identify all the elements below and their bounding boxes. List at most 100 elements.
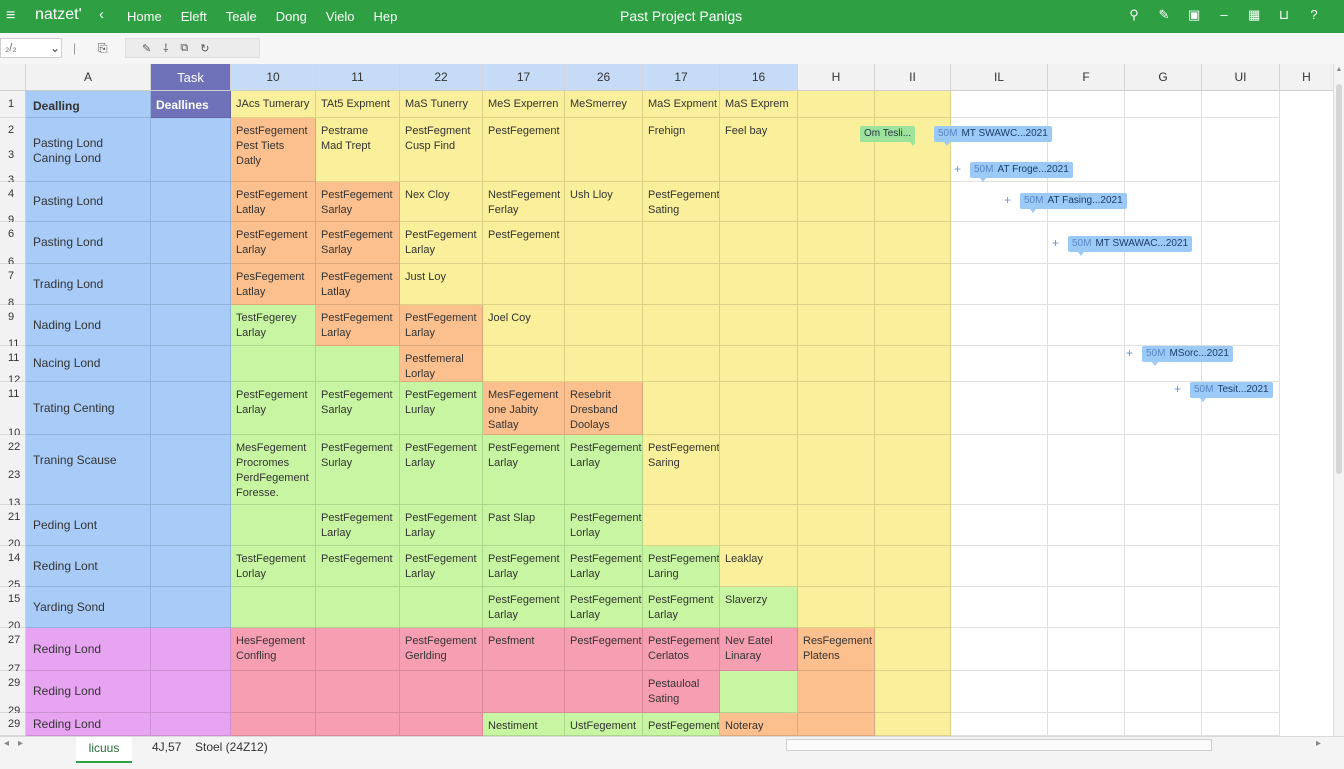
column-header[interactable]: Task [151,64,231,91]
grid-cell[interactable] [565,671,643,713]
grid-cell[interactable] [1048,671,1125,713]
grid-cell[interactable] [316,713,400,736]
grid-cell[interactable]: PestFegement Larlay [565,546,643,587]
task-cell[interactable] [151,713,231,736]
grid-cell[interactable] [231,587,316,628]
timeline-flag[interactable]: 50M MT SWAWC...2021 [934,126,1052,142]
grid-cell[interactable] [1202,713,1280,736]
grid-cell[interactable] [400,671,483,713]
grid-cell[interactable]: PestFegement Lurlay [400,382,483,435]
grid-cell[interactable]: PestFegement Saring [643,435,720,505]
grid-cell[interactable] [483,264,565,305]
row-header[interactable]: 14 25 [0,546,26,591]
grid-cell[interactable] [1202,91,1280,118]
grid-cell[interactable]: PestFegement [565,628,643,671]
row-header[interactable]: 15 20 [0,587,26,632]
grid-cell[interactable] [1048,91,1125,118]
grid-cell[interactable] [798,182,875,222]
minimize-icon[interactable]: – [1220,7,1228,22]
row-header[interactable]: 22 23 13 [0,435,26,509]
grid-cell[interactable] [1048,305,1125,346]
row-label-cell[interactable]: Dealling [26,91,151,118]
timeline-flag[interactable]: 50M Tesit...2021 [1190,382,1273,398]
grid-cell[interactable]: HesFegement Confling [231,628,316,671]
grid-cell[interactable]: TestFegement Lorlay [231,546,316,587]
grid-cell[interactable]: PestFegement Sarlay [316,222,400,264]
grid-cell[interactable]: PestFegement [316,546,400,587]
function-icon[interactable]: ⸸ [163,42,169,55]
grid-icon[interactable]: ▦ [1248,7,1261,22]
grid-cell[interactable]: PestFegement Gerlding [400,628,483,671]
grid-cell[interactable] [565,222,643,264]
grid-cell[interactable] [643,305,720,346]
timeline-flag[interactable]: 50M MSorc...2021 [1142,346,1233,362]
clipboard-icon[interactable]: ⎘ [98,41,108,55]
row-header[interactable]: 11 10 [0,382,26,439]
grid-cell[interactable] [316,671,400,713]
grid-cell[interactable]: PestFegement Latlay [231,182,316,222]
add-flag-icon[interactable]: + [1052,236,1060,250]
grid-cell[interactable] [720,505,798,546]
timeline-flag[interactable]: 50M AT Froge...2021 [970,162,1073,178]
unlock-icon[interactable]: ⊔ [1278,7,1290,22]
grid-cell[interactable]: Ush Lloy [565,182,643,222]
pencil-icon[interactable]: ✎ [142,42,152,55]
grid-cell[interactable] [1202,587,1280,628]
grid-cell[interactable] [875,713,951,736]
grid-cell[interactable] [798,435,875,505]
grid-cell[interactable]: MeSmerrey [565,91,643,118]
grid-cell[interactable] [231,671,316,713]
scroll-right-icon[interactable]: ▸ [1316,738,1322,749]
grid-cell[interactable] [400,713,483,736]
grid-cell[interactable]: PestFegement Larlay [565,435,643,505]
back-icon[interactable]: ‹ [99,6,104,23]
grid-cell[interactable] [1125,587,1202,628]
grid-cell[interactable]: PestFegement Larlay [316,305,400,346]
task-cell[interactable] [151,264,231,305]
grid-cell[interactable] [875,628,951,671]
menu-home[interactable]: Home [127,9,162,24]
grid-cell[interactable] [1202,118,1280,182]
grid-cell[interactable]: PestFegement [483,222,565,264]
task-cell[interactable] [151,182,231,222]
grid-cell[interactable] [1202,435,1280,505]
grid-cell[interactable] [720,382,798,435]
row-label-cell[interactable]: Reding Lont [26,546,151,587]
column-header[interactable]: 11 [316,64,400,91]
grid-cell[interactable] [565,118,643,182]
grid-cell[interactable]: MaS Exprem [720,91,798,118]
select-all-corner[interactable] [0,64,26,91]
task-cell[interactable] [151,546,231,587]
grid-cell[interactable] [875,264,951,305]
grid-cell[interactable] [565,305,643,346]
grid-cell[interactable]: MesFegement Procromes PerdFegement Fores… [231,435,316,505]
timeline-flag[interactable]: Om Tesli... [860,126,916,142]
column-header[interactable]: 17 [643,64,720,91]
task-cell[interactable] [151,305,231,346]
grid-cell[interactable] [875,182,951,222]
grid-cell[interactable] [1048,264,1125,305]
grid-cell[interactable] [798,587,875,628]
copy-icon[interactable]: ⧉ [180,41,189,54]
grid-cell[interactable] [1125,264,1202,305]
grid-cell[interactable] [1048,505,1125,546]
grid-cell[interactable]: PestFegement Larlay [400,546,483,587]
row-header[interactable]: 2 3 3 [0,118,26,186]
column-header[interactable]: 17 [483,64,565,91]
grid-cell[interactable]: PesFegement Latlay [231,264,316,305]
grid-cell[interactable]: PestFegement Surlay [316,435,400,505]
column-header[interactable]: 22 [400,64,483,91]
grid-cell[interactable] [565,346,643,382]
task-cell[interactable]: Deallines [151,91,231,118]
horizontal-scrollbar[interactable] [786,739,1212,751]
row-header[interactable]: 9 11 [0,305,26,350]
timeline-flag[interactable]: 50M AT Fasing...2021 [1020,193,1127,209]
row-label-cell[interactable]: Reding Lond [26,671,151,713]
grid-cell[interactable] [875,91,951,118]
row-header[interactable]: 21 20 [0,505,26,550]
search-icon[interactable]: ⚲ [1129,7,1139,22]
grid-cell[interactable] [875,671,951,713]
grid-cell[interactable]: Pestrame Mad Trept [316,118,400,182]
